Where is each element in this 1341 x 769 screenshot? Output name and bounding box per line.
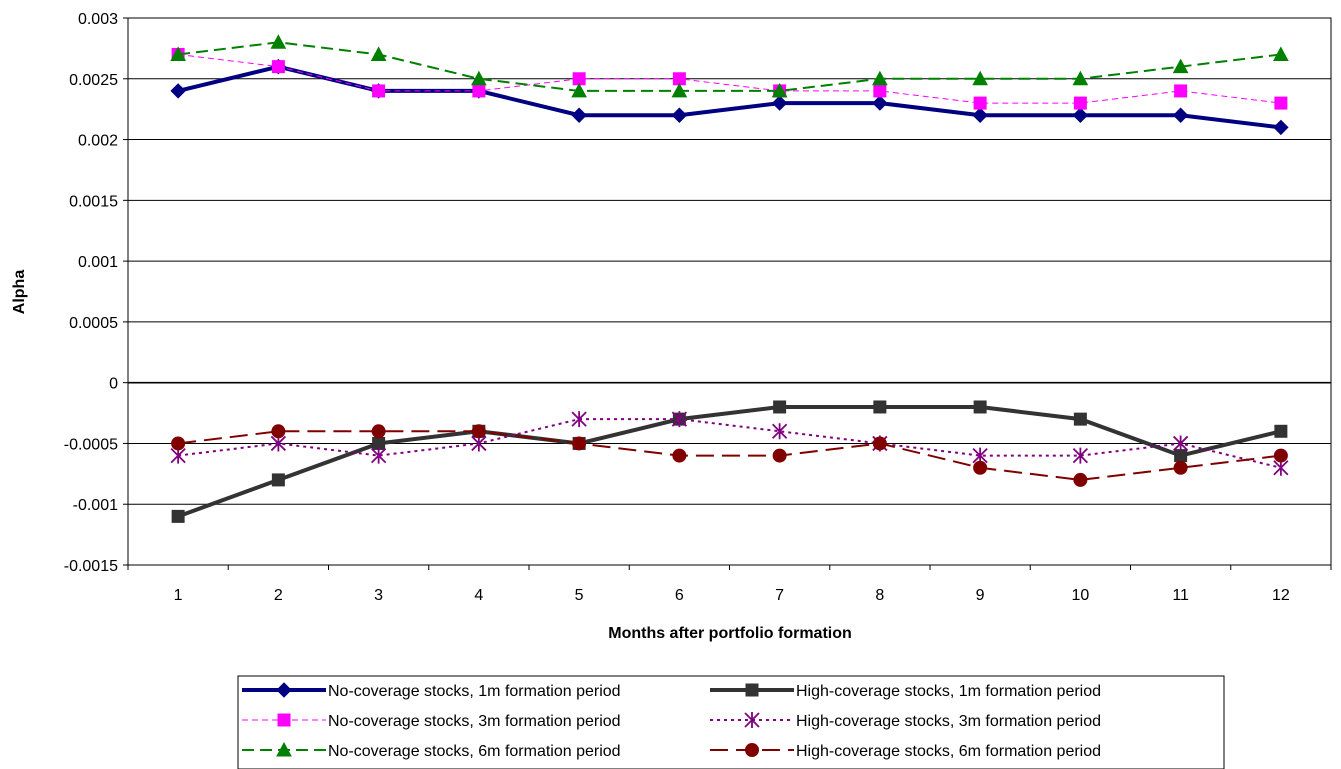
legend-marker [278, 714, 290, 726]
legend-label: High-coverage stocks, 1m formation perio… [796, 683, 1101, 700]
legend-label: High-coverage stocks, 6m formation perio… [796, 743, 1101, 760]
y-tick-label: 0 [109, 376, 118, 393]
legend-label: No-coverage stocks, 1m formation period [328, 683, 621, 700]
y-tick-label: 0.0025 [69, 72, 118, 89]
x-tick-label: 4 [474, 587, 483, 604]
data-point [874, 401, 886, 413]
y-tick-label: -0.001 [73, 497, 118, 514]
data-point [974, 401, 986, 413]
legend-label: No-coverage stocks, 3m formation period [328, 713, 621, 730]
y-tick-labels: 0.003 0.0025 0.002 0.0015 0.001 0.0005 0 -0.000… [64, 11, 118, 575]
data-point [373, 85, 385, 97]
x-tick-label: 12 [1272, 587, 1290, 604]
data-point [172, 437, 185, 450]
data-point [272, 61, 284, 73]
x-tick-label: 7 [775, 587, 784, 604]
data-point [873, 437, 886, 450]
y-tick-label: -0.0015 [64, 558, 118, 575]
legend-marker [746, 684, 758, 696]
data-point [974, 97, 986, 109]
x-tick-label: 5 [575, 587, 584, 604]
data-point [1074, 473, 1087, 486]
data-point [1174, 461, 1187, 474]
x-tick-label: 9 [976, 587, 985, 604]
x-tick-label: 1 [174, 587, 183, 604]
data-point [1175, 85, 1187, 97]
data-point [774, 401, 786, 413]
legend-marker [746, 744, 759, 757]
x-tick-label: 2 [274, 587, 283, 604]
data-point [1074, 413, 1086, 425]
data-point [773, 449, 786, 462]
data-point [874, 85, 886, 97]
data-point [272, 474, 284, 486]
y-tick-label: -0.0005 [64, 436, 118, 453]
x-tick-labels: 1 2 3 4 5 6 7 8 9 10 11 12 [174, 587, 1290, 604]
legend-label: High-coverage stocks, 3m formation perio… [796, 713, 1101, 730]
y-tick-label: 0.0015 [69, 193, 118, 210]
x-tick-label: 8 [875, 587, 884, 604]
x-axis-title: Months after portfolio formation [608, 625, 852, 642]
x-tick-label: 3 [374, 587, 383, 604]
legend: No-coverage stocks, 1m formation period H… [238, 676, 1224, 769]
data-point [974, 461, 987, 474]
y-tick-label: 0.0005 [69, 315, 118, 332]
y-tick-label: 0.001 [78, 254, 118, 271]
data-point [272, 425, 285, 438]
data-point [372, 425, 385, 438]
y-axis-title: Alpha [11, 270, 28, 315]
data-point [472, 425, 485, 438]
data-point [1275, 97, 1287, 109]
x-tick-label: 6 [675, 587, 684, 604]
data-point [573, 437, 586, 450]
y-tick-label: 0.002 [78, 133, 118, 150]
data-point [1274, 449, 1287, 462]
data-point [673, 449, 686, 462]
data-point [172, 510, 184, 522]
y-tick-label: 0.003 [78, 11, 118, 28]
x-tick-label: 11 [1172, 587, 1189, 604]
data-point [1074, 97, 1086, 109]
data-point [1275, 425, 1287, 437]
data-point [473, 85, 485, 97]
x-tick-label: 10 [1071, 587, 1089, 604]
legend-label: No-coverage stocks, 6m formation period [328, 743, 621, 760]
plot-area [128, 18, 1331, 565]
